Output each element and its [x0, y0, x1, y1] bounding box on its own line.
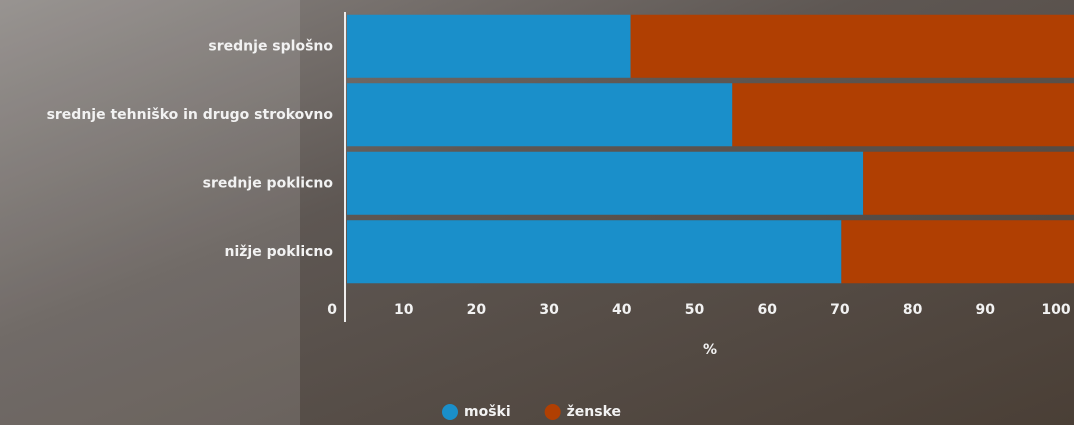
bar [863, 151, 1074, 215]
x-tick-label: 40 [612, 302, 632, 318]
x-tick-label: 20 [467, 302, 487, 318]
x-tick-label: 90 [976, 302, 996, 318]
x-tick-label: 0 [327, 302, 337, 318]
bar [347, 14, 631, 78]
legend-marker [544, 404, 561, 420]
x-tick-label: 100 [1041, 302, 1070, 318]
x-tick-label: 70 [830, 302, 850, 318]
x-tick-label: 60 [757, 302, 777, 318]
x-axis-label: % [703, 342, 717, 358]
y-tick-label: srednje poklicno [203, 175, 334, 191]
bar [841, 220, 1074, 284]
x-tick-label: 50 [685, 302, 705, 318]
legend-label: ženske [567, 404, 621, 420]
y-tick-label: nižje poklicno [224, 244, 333, 260]
legend-marker [442, 404, 458, 420]
bar [347, 151, 864, 215]
x-tick-label: 10 [394, 302, 414, 318]
bar [347, 83, 733, 147]
background-shape [0, 0, 300, 425]
bar [347, 220, 842, 284]
x-tick-label: 30 [539, 302, 559, 318]
bar [630, 14, 1074, 78]
y-tick-label: srednje splošno [208, 38, 333, 54]
x-tick-label: 80 [903, 302, 923, 318]
legend-label: moški [464, 404, 511, 420]
bar [732, 83, 1074, 147]
y-tick-label: srednje tehniško in drugo strokovno [47, 107, 334, 123]
